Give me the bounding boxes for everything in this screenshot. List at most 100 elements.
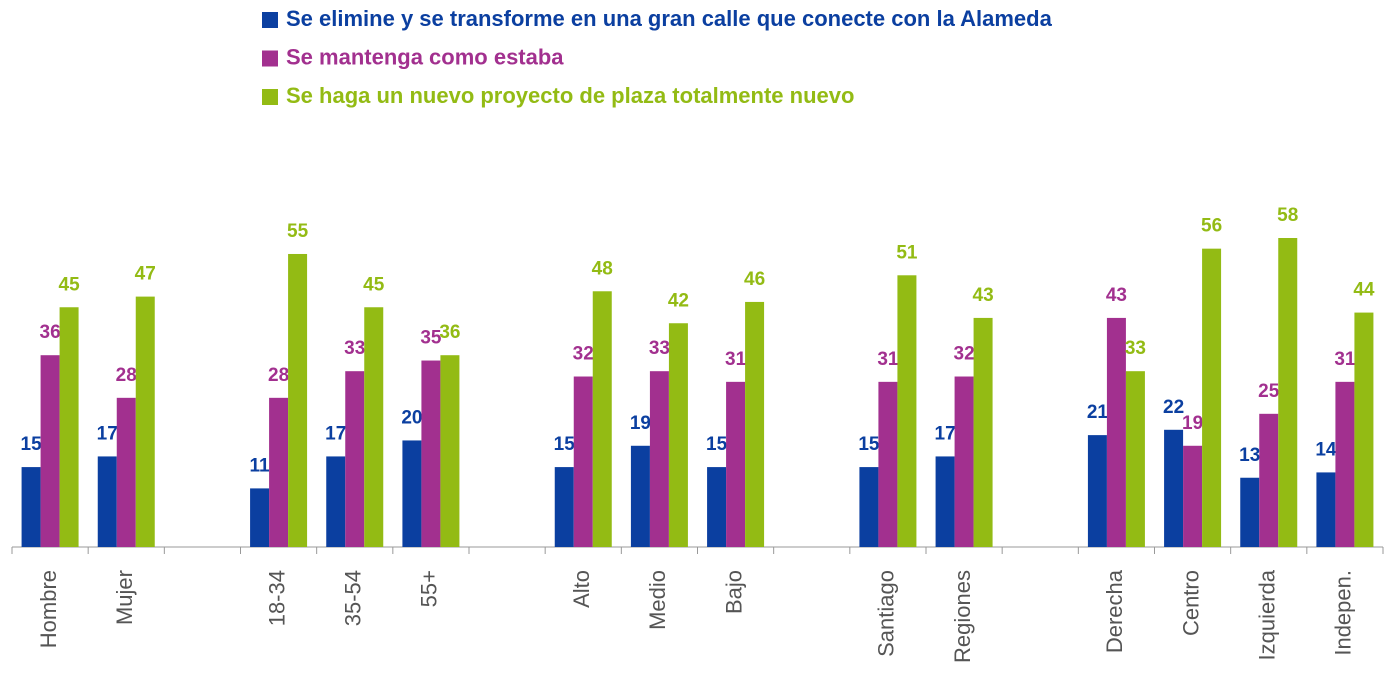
bar xyxy=(440,355,460,547)
data-label: 17 xyxy=(325,423,346,444)
data-label: 14 xyxy=(1315,439,1337,460)
data-label: 28 xyxy=(116,365,137,386)
bar xyxy=(554,467,574,547)
data-label: 31 xyxy=(1334,349,1356,370)
x-tick-label: Santiago xyxy=(874,570,899,657)
bar xyxy=(1278,238,1298,547)
x-tick-label: Alto xyxy=(569,570,594,608)
x-tick-label: 35-54 xyxy=(341,570,366,626)
x-tick-label: 55+ xyxy=(417,570,442,607)
legend-swatch xyxy=(262,12,278,28)
data-label: 51 xyxy=(896,242,918,263)
data-label: 13 xyxy=(1239,445,1260,466)
bar xyxy=(421,360,441,547)
data-label: 35 xyxy=(420,328,442,349)
bar xyxy=(1202,248,1222,548)
bar xyxy=(269,397,289,547)
x-tick-label: Indepen. xyxy=(1331,570,1356,656)
data-label: 32 xyxy=(954,344,975,365)
bar xyxy=(288,253,308,547)
data-label: 48 xyxy=(592,258,613,279)
legend-label: Se elimine y se transforme en una gran c… xyxy=(286,6,1053,31)
data-label: 55 xyxy=(287,221,309,242)
bar xyxy=(97,456,117,547)
bar xyxy=(59,307,79,547)
x-tick-label: Medio xyxy=(645,570,670,630)
bar xyxy=(116,397,136,547)
legend-label: Se mantenga como estaba xyxy=(286,44,564,69)
data-label: 58 xyxy=(1277,205,1298,226)
x-tick-label: 18-34 xyxy=(264,570,289,626)
bar xyxy=(726,381,746,547)
data-label: 17 xyxy=(97,423,118,444)
data-label: 31 xyxy=(877,349,899,370)
bar xyxy=(973,317,993,547)
data-label: 46 xyxy=(744,269,765,290)
bar xyxy=(630,445,650,547)
bar xyxy=(745,301,765,547)
data-label: 22 xyxy=(1163,397,1184,418)
legend-label: Se haga un nuevo proyecto de plaza total… xyxy=(286,83,854,108)
bar xyxy=(592,291,612,547)
x-tick-label: Centro xyxy=(1178,570,1203,636)
data-label: 25 xyxy=(1258,381,1280,402)
data-label: 19 xyxy=(630,413,651,434)
x-tick-label: Bajo xyxy=(721,570,746,614)
bar xyxy=(954,376,974,547)
data-label: 19 xyxy=(1182,413,1203,434)
data-label: 15 xyxy=(858,434,880,455)
data-label: 47 xyxy=(135,264,156,285)
bar xyxy=(326,456,346,547)
bar xyxy=(40,355,60,547)
x-tick-label: Izquierda xyxy=(1255,569,1280,660)
data-label: 15 xyxy=(554,434,576,455)
bar xyxy=(135,296,155,547)
data-label: 20 xyxy=(401,407,422,428)
x-tick-label: Hombre xyxy=(36,570,61,648)
legend-swatch xyxy=(262,89,278,105)
bar xyxy=(1125,371,1145,547)
bar xyxy=(21,467,41,547)
x-tick-label: Mujer xyxy=(112,570,137,625)
data-label: 44 xyxy=(1353,280,1375,301)
bar xyxy=(1183,445,1203,547)
bar xyxy=(1335,381,1355,547)
data-label: 43 xyxy=(973,285,994,306)
bar xyxy=(1316,472,1336,547)
bar xyxy=(573,376,593,547)
data-label: 33 xyxy=(649,338,670,359)
bar xyxy=(250,488,270,547)
data-label: 43 xyxy=(1106,285,1127,306)
bar xyxy=(878,381,898,547)
bar xyxy=(668,323,688,547)
bar xyxy=(1087,435,1107,547)
data-label: 36 xyxy=(40,322,61,343)
legend-swatch xyxy=(262,50,278,67)
bar xyxy=(897,275,917,547)
data-label: 36 xyxy=(439,322,460,343)
bar xyxy=(364,307,384,547)
bar xyxy=(402,440,422,547)
bar xyxy=(1259,413,1279,547)
bar xyxy=(1354,312,1374,547)
bar xyxy=(859,467,879,547)
data-label: 45 xyxy=(59,274,81,295)
bar xyxy=(707,467,727,547)
x-tick-label: Derecha xyxy=(1102,569,1127,653)
bar xyxy=(1164,429,1184,547)
bar xyxy=(935,456,955,547)
data-label: 33 xyxy=(344,338,365,359)
bar xyxy=(649,371,669,547)
data-label: 42 xyxy=(668,290,689,311)
data-label: 21 xyxy=(1087,402,1109,423)
data-label: 33 xyxy=(1125,338,1146,359)
data-label: 31 xyxy=(725,349,747,370)
bar xyxy=(1240,477,1260,547)
data-label: 15 xyxy=(706,434,728,455)
bar xyxy=(1106,317,1126,547)
data-label: 15 xyxy=(21,434,43,455)
x-tick-label: Regiones xyxy=(950,570,975,663)
data-label: 11 xyxy=(250,455,271,476)
data-label: 56 xyxy=(1201,216,1222,237)
data-label: 32 xyxy=(573,344,594,365)
